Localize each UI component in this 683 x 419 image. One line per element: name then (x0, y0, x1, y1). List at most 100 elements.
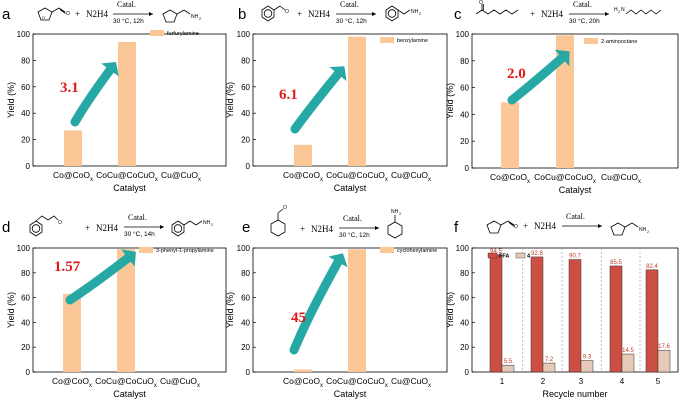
svg-text:NH: NH (203, 220, 211, 226)
reagent-label: N2H4 (86, 9, 108, 19)
svg-text:NH: NH (391, 209, 399, 215)
y-tick-label: 80 (241, 56, 250, 65)
x-tick-label: CoCu@CoCuOx (95, 376, 157, 389)
x-tick-label: Co@CoOx (283, 376, 323, 389)
reagent-label: N2H4 (541, 9, 563, 19)
legend-label: benzylamine (397, 38, 428, 44)
x-tick-label: Co@CoOx (490, 172, 530, 185)
x-tick-label: Co@CoOx (283, 170, 323, 183)
y-tick-label: 40 (21, 109, 30, 118)
trend-arrowhead-icon (101, 61, 119, 77)
scheme-d: O + N2H4 Catal. 30 °C, 14h NH 2 (29, 213, 213, 238)
catalyst-label: Catal. (573, 0, 592, 9)
bar-ffa (645, 269, 659, 373)
bar (348, 249, 366, 372)
fold-increase-label: 3.1 (60, 80, 79, 96)
bar (294, 144, 312, 166)
bar (501, 102, 519, 168)
svg-text:O: O (514, 224, 518, 230)
trend-arrow-icon (289, 257, 343, 355)
reagent-label: N2H4 (311, 224, 333, 234)
chart-e: 0 20 40 60 80 100 Yield (%) Catalyst Co@CoOx CoCu… (225, 244, 448, 399)
y-tick-label: 100 (237, 244, 251, 253)
x-tick-label: Cu@CuOx (161, 170, 201, 183)
y-tick-label: 0 (246, 368, 251, 377)
bar-4 (621, 353, 635, 373)
y-tick-label: 80 (21, 56, 30, 65)
x-axis-label: Catalyst (334, 389, 367, 399)
bar-value-label: 94.5 (490, 249, 502, 255)
y-axis-label: Yield (%) (6, 292, 16, 328)
svg-text:O: O (479, 0, 483, 6)
svg-text:O: O (285, 9, 289, 15)
x-axis-label: Catalyst (559, 185, 592, 195)
svg-text:2: 2 (399, 212, 401, 216)
y-tick-label: 60 (460, 84, 469, 93)
panel-label-c: c (454, 6, 462, 23)
svg-text:NH: NH (639, 227, 647, 233)
benzene-ring-icon (261, 5, 275, 22)
bar (63, 293, 81, 372)
benzene-ring-icon (385, 5, 399, 22)
x-tick-label: Cu@CuOx (601, 172, 641, 185)
conditions-c: 30 °C, 20h (569, 17, 600, 25)
panel-label-a: a (2, 6, 11, 23)
chart-f: 0 20 40 60 80 100 Yield (%) Recycle number 94.5 5… (445, 244, 679, 399)
chart-a: 0 20 40 60 80 100 Yield (%) Catalyst Co@CoOx CoCu… (6, 30, 227, 193)
reagent-label: N2H4 (308, 9, 330, 19)
y-tick-label: 60 (21, 294, 30, 303)
bar-value-label: 7.2 (545, 357, 554, 363)
y-tick-label: 20 (241, 343, 250, 352)
conditions-a: 30 °C, 12h (113, 17, 144, 25)
y-axis-label: Yield (%) (445, 292, 455, 328)
legend-label: cyclohexylamine (397, 248, 437, 254)
svg-text:+: + (300, 224, 305, 234)
bar-4 (580, 360, 594, 373)
bar (294, 369, 312, 372)
bar (348, 36, 366, 166)
y-tick-label: 100 (237, 30, 251, 39)
trend-arrowhead-icon (554, 49, 570, 67)
legend-swatch (380, 37, 394, 43)
x-tick-label: CoCu@CoCuOx (326, 376, 388, 389)
svg-text:2: 2 (211, 223, 213, 227)
chart-d: 0 20 40 60 80 100 Yield (%) Catalyst Co@CoOx CoCu… (6, 244, 227, 399)
y-tick-label: 40 (241, 318, 250, 327)
y-tick-label: 40 (21, 318, 30, 327)
panel-label-b: b (238, 6, 246, 23)
bar-value-label: 85.5 (610, 260, 622, 266)
conditions-b: 30 °C, 12h (336, 17, 367, 25)
scheme-c: O + N2H4 Catal. 30 °C, 20h H 2 N (475, 0, 662, 25)
fold-increase-label: 1.57 (54, 259, 81, 275)
conditions-d: 30 °C, 14h (124, 230, 155, 238)
bar-value-label: 90.7 (569, 254, 581, 260)
chart-b: 0 20 40 60 80 100 Yield (%) Catalyst Co@CoOx CoCu… (225, 30, 448, 193)
y-tick-label: 100 (17, 244, 31, 253)
trend-arrowhead-icon (329, 66, 347, 81)
legend-label: 3-phenyl-1-propylamine (156, 248, 214, 254)
trend-arrow-icon (507, 53, 567, 105)
panel-label-d: d (2, 219, 10, 236)
x-tick-label: 1 (500, 377, 505, 386)
bar-4 (501, 364, 515, 373)
legend-swatch (150, 30, 164, 36)
y-tick-label: 100 (17, 30, 31, 39)
plot-frame (471, 33, 679, 169)
x-tick-label: 5 (656, 377, 661, 386)
bar (118, 41, 136, 166)
fold-increase-label: 6.1 (279, 87, 298, 103)
svg-text:+: + (75, 9, 80, 19)
bar-value-label: 9.3 (583, 354, 592, 360)
trend-arrowhead-icon (328, 253, 348, 268)
y-tick-label: 0 (26, 162, 31, 171)
svg-text:+: + (85, 223, 90, 233)
y-tick-label: 100 (456, 30, 470, 39)
x-axis-label: Recycle number (542, 389, 607, 399)
fold-increase-label: 45 (291, 310, 306, 326)
x-tick-label: Co@CoOx (53, 170, 93, 183)
y-tick-label: 80 (460, 57, 469, 66)
legend-label: 4 (527, 254, 531, 260)
x-tick-label: 3 (579, 377, 584, 386)
svg-text:H: H (614, 7, 618, 13)
legend-label: 2-aminooctane (601, 39, 637, 45)
